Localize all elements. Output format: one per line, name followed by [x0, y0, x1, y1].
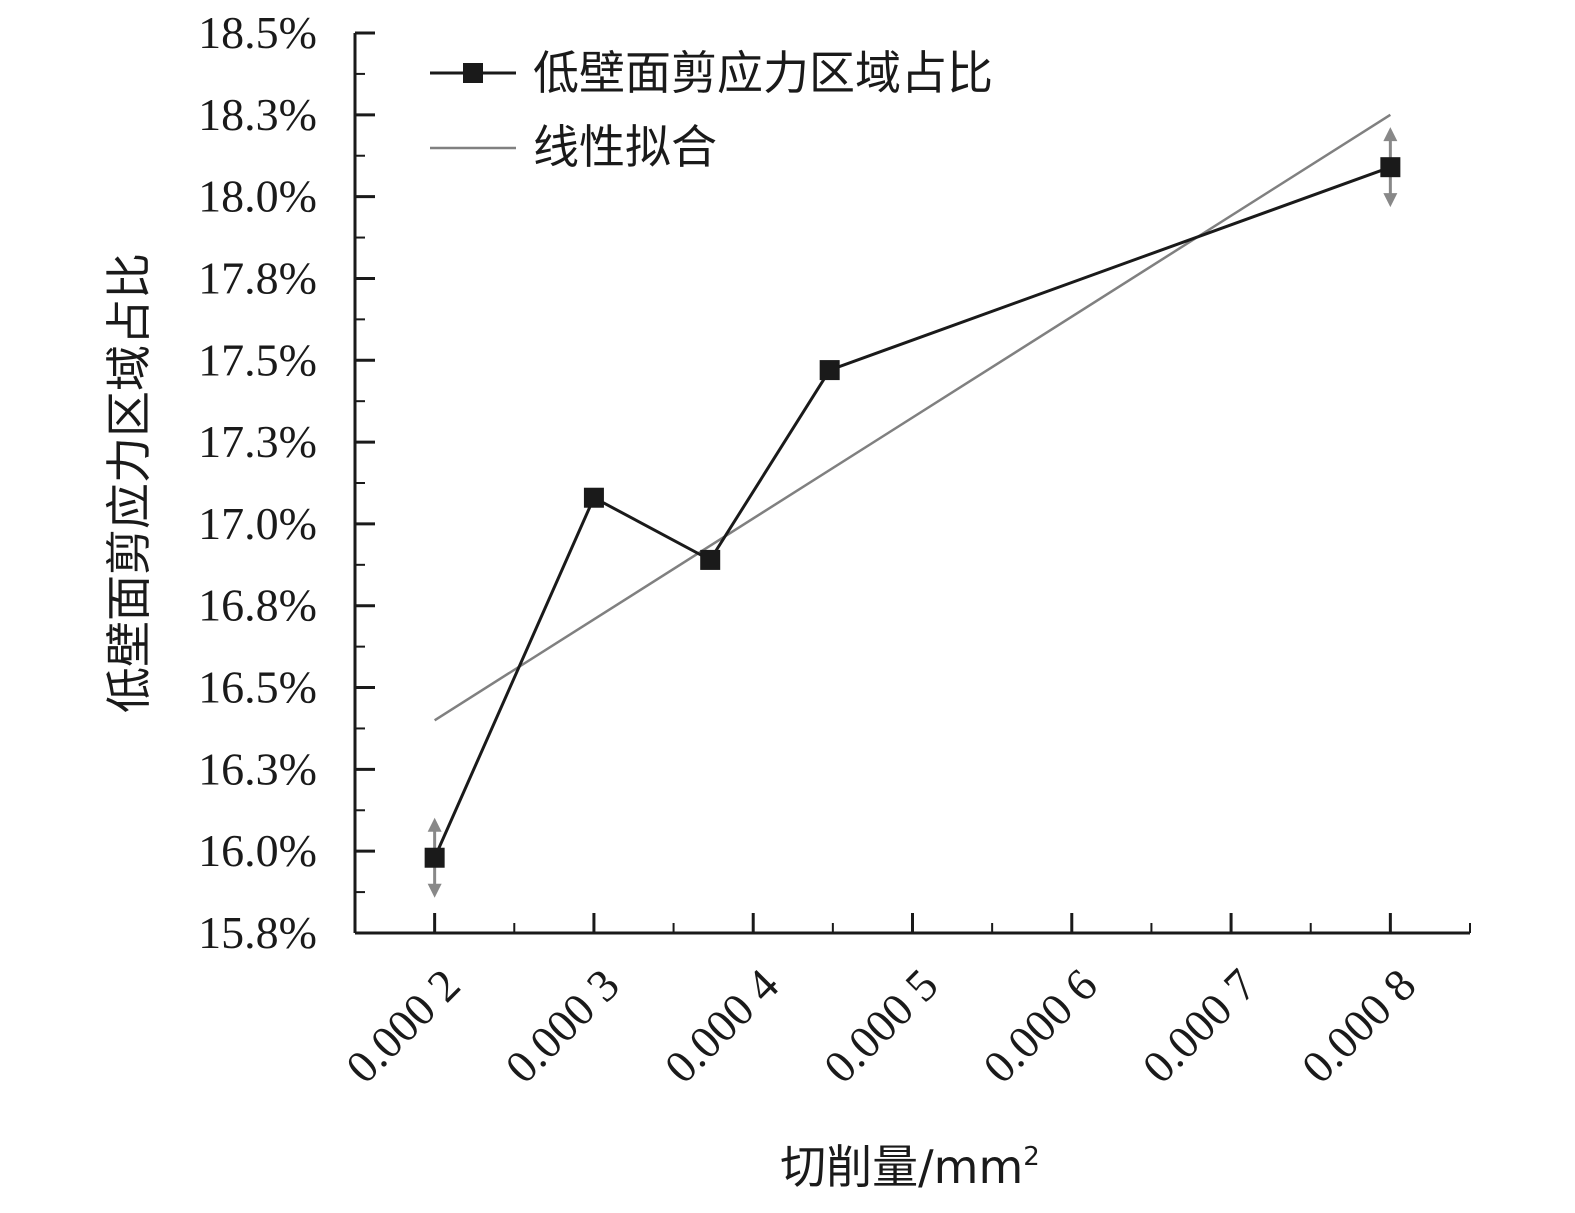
fit-line	[433, 113, 1392, 722]
x-axis-title-text: 切削量/mm	[780, 1140, 1023, 1194]
legend-series-label: 低壁面剪应力区域占比	[533, 46, 993, 100]
y-tick-label: 18.5%	[198, 7, 317, 58]
data-point	[819, 360, 840, 381]
x-tick-label: 0.000 2	[336, 959, 470, 1093]
y-tick-label: 16.0%	[198, 825, 317, 876]
y-tick-label: 15.8%	[198, 907, 317, 958]
x-tick-label: 0.000 6	[973, 959, 1107, 1093]
x-axis-title-superscript: 2	[1023, 1142, 1040, 1172]
legend-series-marker	[463, 63, 483, 83]
y-tick-label: 18.3%	[198, 89, 317, 140]
x-tick-label: 0.000 3	[495, 959, 629, 1093]
y-tick-label: 17.3%	[198, 416, 317, 467]
y-tick-label: 17.5%	[198, 334, 317, 385]
x-tick-label: 0.000 8	[1292, 959, 1426, 1093]
x-tick-label: 0.000 4	[655, 959, 789, 1093]
axes: 15.8% 16.0% 16.3% 16.5% 16.8% 17.0% 17.3% 17.5%…	[198, 7, 1471, 1093]
y-tick-label: 16.5%	[198, 662, 317, 713]
x-axis-title: 切削量/mm2	[780, 1140, 1040, 1194]
data-series-line	[433, 165, 1391, 859]
error-arrow-up	[1383, 127, 1398, 142]
axis-titles: 低壁面剪应力区域占比 切削量/mm2	[102, 253, 1040, 1194]
y-tick-label: 16.8%	[198, 580, 317, 631]
x-tick-label: 0.000 5	[814, 959, 948, 1093]
legend-fit-label: 线性拟合	[533, 120, 717, 174]
error-arrow-down	[1383, 193, 1398, 208]
y-tick-label: 17.8%	[198, 252, 317, 303]
data-point	[583, 487, 604, 508]
data-point	[1380, 157, 1401, 178]
data-point	[424, 847, 445, 868]
fit-line-layer	[433, 113, 1392, 722]
y-tick-label: 18.0%	[198, 171, 317, 222]
y-tick-label: 16.3%	[198, 743, 317, 794]
error-arrow-up	[427, 817, 442, 832]
data-point	[700, 549, 721, 570]
y-tick-label: 17.0%	[198, 498, 317, 549]
x-tick-label: 0.000 7	[1132, 959, 1266, 1093]
error-arrow-down	[427, 883, 442, 898]
series-layer	[424, 127, 1401, 898]
y-axis-title: 低壁面剪应力区域占比	[102, 253, 156, 713]
